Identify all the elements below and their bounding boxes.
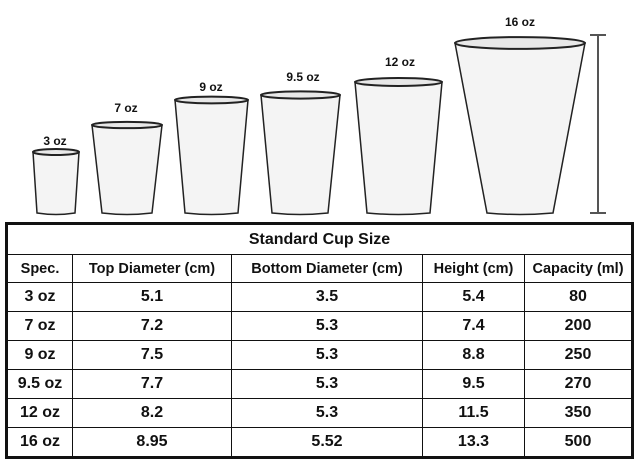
cup-label-16oz: 16 oz (505, 15, 535, 29)
cup-7-oz (91, 120, 163, 216)
table-cell: 5.3 (231, 311, 423, 341)
header-spec: Spec. (6, 254, 73, 283)
table-cell: 9 oz (6, 340, 73, 370)
cup-illustration: 3 oz 7 oz 9 oz 9.5 oz 12 oz 16 oz (32, 15, 606, 216)
table-cell: 3 oz (6, 282, 73, 312)
table-cell: 5.1 (72, 282, 232, 312)
table-cell: 270 (524, 369, 633, 399)
table-row: 7 oz 7.2 5.3 7.4 200 (6, 311, 633, 341)
table-cell: 9.5 oz (6, 369, 73, 399)
header-capacity: Capacity (ml) (524, 254, 633, 283)
table-cell: 350 (524, 398, 633, 428)
table-row: 16 oz 8.95 5.52 13.3 500 (6, 427, 633, 458)
cup-3-oz (32, 148, 80, 216)
table-cell: 7.5 (72, 340, 232, 370)
table-cell: 13.3 (422, 427, 525, 458)
table-row: 12 oz 8.2 5.3 11.5 350 (6, 398, 633, 428)
header-top-diameter: Top Diameter (cm) (72, 254, 232, 283)
table-cell: 3.5 (231, 282, 423, 312)
table-cell: 5.3 (231, 340, 423, 370)
table-cell: 250 (524, 340, 633, 370)
table-cell: 200 (524, 311, 633, 341)
cup-size-table: Standard Cup Size Spec. Top Diameter (cm… (5, 222, 634, 459)
cup-label-7oz: 7 oz (114, 101, 137, 115)
table-cell: 5.3 (231, 398, 423, 428)
table-cell: 11.5 (422, 398, 525, 428)
table-cell: 80 (524, 282, 633, 312)
table-cell: 5.3 (231, 369, 423, 399)
table-cell: 12 oz (6, 398, 73, 428)
table-row: 3 oz 5.1 3.5 5.4 80 (6, 282, 633, 312)
table-cell: 16 oz (6, 427, 73, 458)
table-row: 9 oz 7.5 5.3 8.8 250 (6, 340, 633, 370)
cup-label-9oz: 9 oz (199, 80, 222, 94)
cup-label-12oz: 12 oz (385, 55, 415, 69)
table-cell: 8.95 (72, 427, 232, 458)
table-cell: 8.2 (72, 398, 232, 428)
table-cell: 9.5 (422, 369, 525, 399)
height-indicator (590, 34, 606, 214)
table-cell: 500 (524, 427, 633, 458)
table-cell: 7 oz (6, 311, 73, 341)
header-height: Height (cm) (422, 254, 525, 283)
table-title: Standard Cup Size (6, 223, 633, 255)
cup-label-3oz: 3 oz (43, 134, 66, 148)
table-cell: 7.4 (422, 311, 525, 341)
table-cell: 8.8 (422, 340, 525, 370)
table-cell: 7.2 (72, 311, 232, 341)
cup-12-oz (354, 77, 443, 216)
table-cell: 5.52 (231, 427, 423, 458)
cup-label-9-5oz: 9.5 oz (286, 70, 319, 84)
cup-9-5-oz (260, 90, 341, 216)
table-row: 9.5 oz 7.7 5.3 9.5 270 (6, 369, 633, 399)
header-bottom-diameter: Bottom Diameter (cm) (231, 254, 423, 283)
cup-16-oz (454, 36, 586, 216)
table-cell: 5.4 (422, 282, 525, 312)
cup-9-oz (174, 95, 249, 216)
table-cell: 7.7 (72, 369, 232, 399)
